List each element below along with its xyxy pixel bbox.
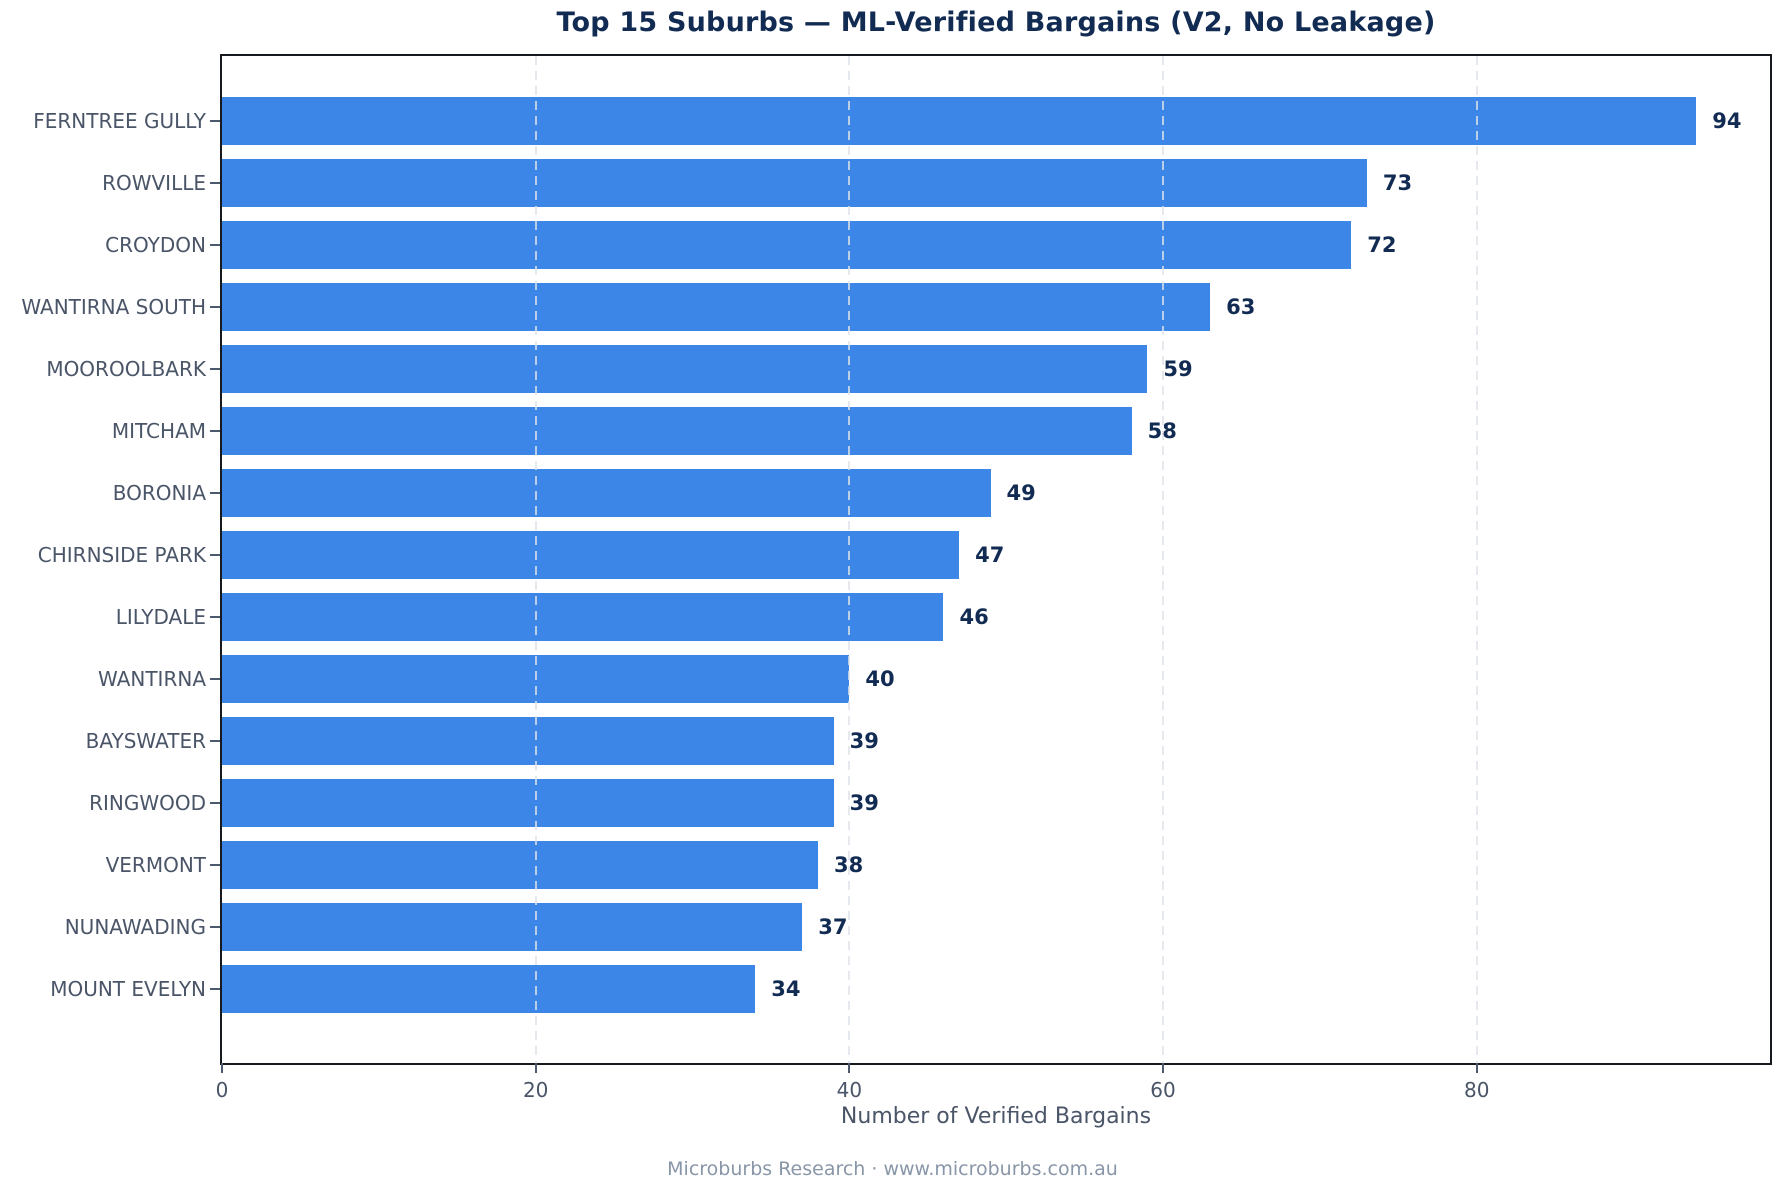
bar-value-label: 39 bbox=[849, 791, 879, 815]
bar-value-label: 63 bbox=[1226, 295, 1256, 319]
y-axis-label: RINGWOOD bbox=[89, 791, 206, 815]
bar-value-label: 58 bbox=[1147, 419, 1177, 443]
x-tick-mark bbox=[534, 1063, 537, 1073]
bar-rowville bbox=[222, 159, 1367, 207]
y-tick-mark bbox=[210, 864, 220, 866]
bar-bayswater bbox=[222, 717, 834, 765]
y-axis-label: VERMONT bbox=[105, 853, 206, 877]
bar-value-label: 39 bbox=[849, 729, 879, 753]
gridline-40 bbox=[848, 56, 851, 1063]
y-tick-mark bbox=[210, 244, 220, 246]
y-axis-label: WANTIRNA SOUTH bbox=[21, 295, 206, 319]
bar-value-label: 72 bbox=[1367, 233, 1397, 257]
bar-value-label: 49 bbox=[1006, 481, 1036, 505]
y-axis-label: ROWVILLE bbox=[102, 171, 206, 195]
bar-wantirna-south bbox=[222, 283, 1211, 331]
x-tick-mark bbox=[848, 1063, 851, 1073]
y-axis-label: MOUNT EVELYN bbox=[50, 977, 206, 1001]
footer-credit: Microburbs Research · www.microburbs.com… bbox=[667, 1158, 1118, 1180]
bar-vermont bbox=[222, 841, 818, 889]
gridline-20 bbox=[534, 56, 537, 1063]
x-tick-label: 40 bbox=[836, 1078, 863, 1102]
bar-value-label: 94 bbox=[1712, 109, 1742, 133]
plot-area: 94 73 72 63 59 58 49 47 46 40 39 39 38 37 34 bbox=[220, 54, 1772, 1065]
x-axis-title: Number of Verified Bargains bbox=[840, 1104, 1152, 1129]
x-tick-label: 80 bbox=[1463, 1078, 1490, 1102]
y-tick-mark bbox=[210, 678, 220, 680]
x-tick-mark bbox=[1475, 1063, 1478, 1073]
bar-nunawading bbox=[222, 903, 803, 951]
bar-mitcham bbox=[222, 407, 1132, 455]
bar-value-label: 38 bbox=[833, 853, 864, 877]
y-tick-mark bbox=[210, 802, 220, 804]
y-tick-mark bbox=[210, 926, 220, 928]
x-tick-mark bbox=[221, 1063, 223, 1073]
gridline-60 bbox=[1162, 56, 1165, 1063]
y-axis-label: BAYSWATER bbox=[85, 729, 206, 753]
bar-value-label: 34 bbox=[771, 977, 801, 1001]
y-tick-mark bbox=[210, 740, 220, 742]
bar-value-label: 40 bbox=[865, 667, 895, 691]
y-tick-mark bbox=[210, 120, 220, 122]
bar-value-label: 46 bbox=[959, 605, 989, 629]
x-tick-label: 0 bbox=[215, 1078, 229, 1102]
y-axis-label: MITCHAM bbox=[111, 419, 206, 443]
bar-value-label: 47 bbox=[975, 543, 1005, 567]
chart-title: Top 15 Suburbs — ML-Verified Bargains (V… bbox=[556, 7, 1436, 38]
x-tick-label: 20 bbox=[522, 1078, 549, 1102]
y-tick-mark bbox=[210, 616, 220, 618]
bar-ferntree-gully bbox=[222, 97, 1697, 145]
bar-value-label: 59 bbox=[1163, 357, 1193, 381]
y-tick-mark bbox=[210, 554, 220, 556]
y-axis-label: WANTIRNA bbox=[98, 667, 206, 691]
y-axis-label: MOOROOLBARK bbox=[46, 357, 206, 381]
bar-ringwood bbox=[222, 779, 834, 827]
bar-croydon bbox=[222, 221, 1352, 269]
y-axis-label: FERNTREE GULLY bbox=[33, 109, 206, 133]
y-tick-mark bbox=[210, 368, 220, 370]
y-axis-label: BORONIA bbox=[112, 481, 206, 505]
y-axis-label: CROYDON bbox=[105, 233, 206, 257]
bar-lilydale bbox=[222, 593, 944, 641]
y-tick-mark bbox=[210, 182, 220, 184]
y-tick-mark bbox=[210, 306, 220, 308]
y-axis-label: CHIRNSIDE PARK bbox=[37, 543, 206, 567]
y-tick-mark bbox=[210, 430, 220, 432]
x-tick-label: 60 bbox=[1150, 1078, 1176, 1102]
gridline-80 bbox=[1475, 56, 1478, 1063]
y-axis-label: NUNAWADING bbox=[64, 915, 206, 939]
bar-value-label: 73 bbox=[1382, 171, 1413, 195]
bar-mooroolbark bbox=[222, 345, 1148, 393]
bar-boronia bbox=[222, 469, 991, 517]
bar-mount-evelyn bbox=[222, 965, 756, 1013]
bar-value-label: 37 bbox=[818, 915, 848, 939]
x-tick-mark bbox=[1162, 1063, 1165, 1073]
y-tick-mark bbox=[210, 988, 220, 990]
y-axis-label: LILYDALE bbox=[115, 605, 206, 629]
bar-chirnside-park bbox=[222, 531, 960, 579]
y-tick-mark bbox=[210, 492, 220, 494]
